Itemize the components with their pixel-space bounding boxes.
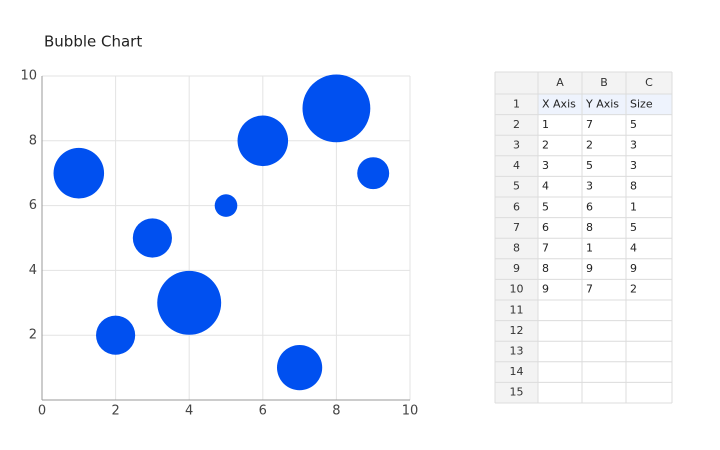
y-tick-label: 2 [29,328,37,343]
row-number: 1 [513,97,520,110]
row-number: 5 [513,180,520,193]
data-cell[interactable]: 2 [630,283,637,296]
corner-cell [495,72,672,94]
bubble [96,315,136,355]
data-cell[interactable]: 5 [586,159,593,172]
row-number: 8 [513,242,520,255]
data-cell[interactable]: 7 [542,242,549,255]
y-tick-label: 8 [29,133,37,148]
data-cell[interactable]: 4 [630,242,637,255]
bubble [277,345,323,391]
data-cell[interactable]: 1 [630,200,637,213]
bubble [132,218,172,258]
data-cell[interactable]: 2 [586,139,593,152]
data-cell[interactable]: 8 [586,221,593,234]
data-cell[interactable]: 7 [586,118,593,131]
row-number: 15 [510,386,524,399]
row-number: 11 [510,303,524,316]
x-tick-label: 2 [111,404,119,419]
data-cell[interactable]: 3 [630,139,637,152]
header-row-highlight [538,94,672,115]
bubble [53,147,105,199]
data-cell[interactable]: 3 [586,180,593,193]
row-number: 4 [513,159,520,172]
bubble [214,194,238,217]
data-cell[interactable]: 4 [542,180,549,193]
y-tick-label: 4 [29,263,37,278]
data-cell[interactable]: 1 [586,242,593,255]
column-letter: C [645,76,653,89]
header-cell[interactable]: X Axis [542,97,576,110]
x-tick-label: 0 [38,404,46,419]
x-tick-label: 8 [332,404,340,419]
y-tick-label: 6 [29,198,37,213]
data-cell[interactable]: 5 [630,221,637,234]
bubble [357,157,390,190]
data-cell[interactable]: 2 [542,139,549,152]
chart-title: Bubble Chart [44,33,142,51]
row-number: 14 [510,365,524,378]
bubble [237,115,289,167]
row-number: 10 [510,283,524,296]
data-cell[interactable]: 9 [542,283,549,296]
column-letter: A [556,76,564,89]
data-cell[interactable]: 1 [542,118,549,131]
data-cell[interactable]: 8 [630,180,637,193]
data-cell[interactable]: 3 [542,159,549,172]
plot: 0 2 4 6 8 10 2 4 6 8 10 [20,69,418,419]
data-cell[interactable]: 5 [542,200,549,213]
data-cell[interactable]: 3 [630,159,637,172]
bubble [302,74,371,143]
x-tick-label: 6 [259,404,267,419]
row-number: 7 [513,221,520,234]
data-cell[interactable]: 9 [586,262,593,275]
row-number: 9 [513,262,520,275]
bubble [157,270,222,335]
row-number: 2 [513,118,520,131]
x-tick-label: 10 [402,404,419,419]
row-number: 3 [513,139,520,152]
header-cell[interactable]: Y Axis [585,97,619,110]
column-letter: B [600,76,608,89]
row-header-column [495,94,538,403]
row-number: 13 [510,345,524,358]
data-cell[interactable]: 5 [630,118,637,131]
data-cell[interactable]: 6 [542,221,549,234]
data-cell[interactable]: 7 [586,283,593,296]
data-cell[interactable]: 6 [586,200,593,213]
x-tick-label: 4 [185,404,193,419]
header-cell[interactable]: Size [630,97,653,110]
data-cell[interactable]: 8 [542,262,549,275]
data-cell[interactable]: 9 [630,262,637,275]
row-number: 6 [513,200,520,213]
row-number: 12 [510,324,524,337]
y-tick-label: 10 [20,69,37,84]
